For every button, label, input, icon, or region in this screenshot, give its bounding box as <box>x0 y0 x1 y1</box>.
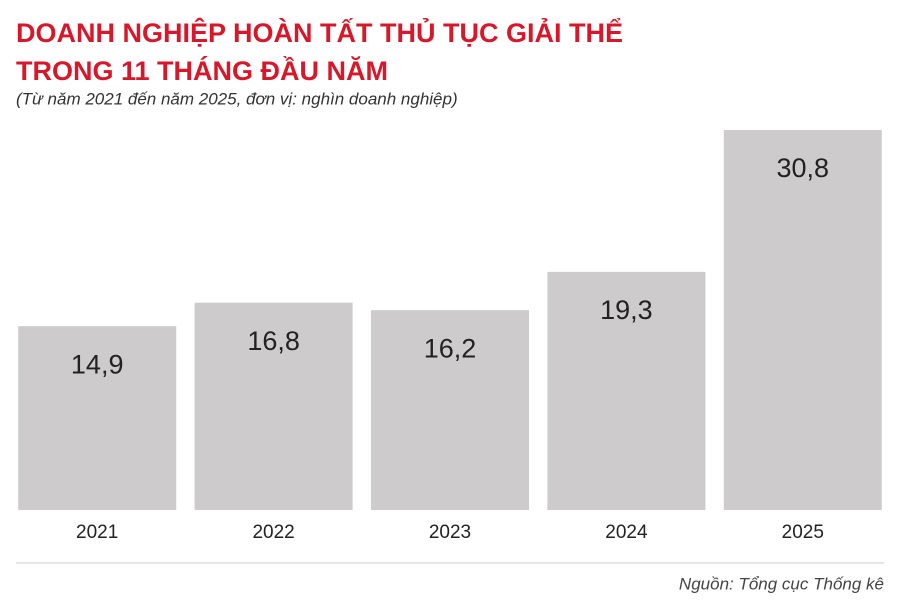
bar <box>371 310 529 510</box>
chart-title: TRONG 11 THÁNG ĐẦU NĂM <box>16 55 388 86</box>
bar <box>194 302 353 510</box>
chart-title: DOANH NGHIỆP HOÀN TẤT THỦ TỤC GIẢI THỂ <box>16 16 623 48</box>
value-label: 16,8 <box>247 326 300 356</box>
bar <box>723 130 882 510</box>
value-label: 19,3 <box>600 295 653 325</box>
value-label: 16,2 <box>424 333 477 363</box>
x-tick-label: 2022 <box>252 522 294 543</box>
bar <box>547 271 706 510</box>
x-tick-label: 2021 <box>76 522 118 543</box>
x-tick-label: 2024 <box>605 522 648 543</box>
source-note: Nguồn: Tổng cục Thống kê <box>679 574 884 593</box>
value-label: 14,9 <box>71 349 124 379</box>
x-tick-label: 2025 <box>782 522 824 543</box>
x-tick-label: 2023 <box>429 522 471 543</box>
chart-subtitle: (Từ năm 2021 đến năm 2025, đơn vị: nghìn… <box>16 89 458 108</box>
bar <box>18 326 177 510</box>
value-label: 30,8 <box>777 153 830 183</box>
